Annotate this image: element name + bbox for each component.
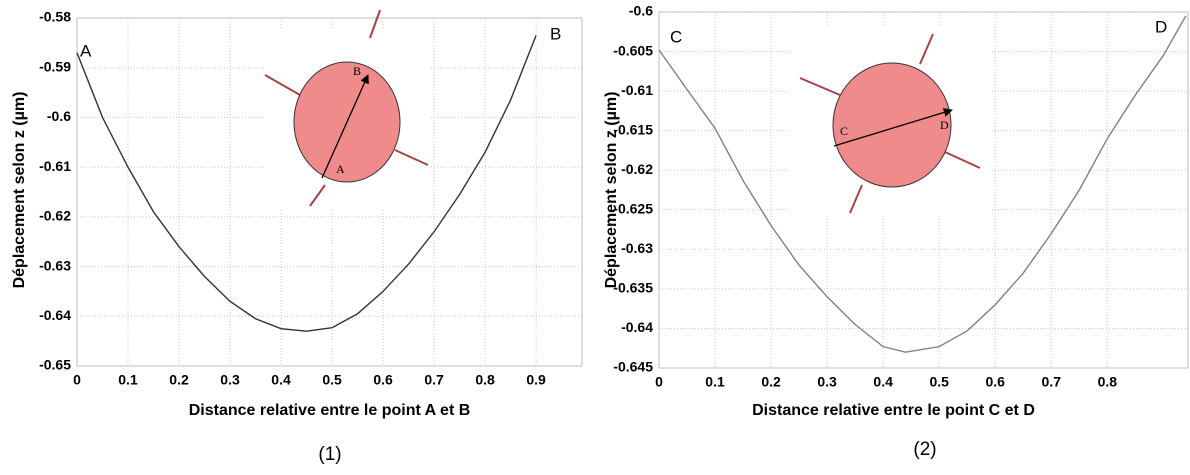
inset-arm — [309, 184, 326, 207]
point-label: C — [670, 27, 682, 46]
y-tick-label: -0.61 — [39, 158, 71, 174]
point-label: A — [80, 41, 92, 60]
data-line — [658, 15, 1187, 353]
inset-arm — [849, 184, 863, 214]
x-tick-label: 0.5 — [322, 372, 342, 388]
inset-arm — [369, 9, 381, 39]
y-tick-label: -0.6 — [47, 108, 71, 124]
x-tick-label: 0.2 — [169, 372, 189, 388]
x-tick-label: 0.3 — [220, 372, 240, 388]
y-tick-label: -0.61 — [621, 82, 653, 98]
x-tick-label: 0.8 — [1098, 374, 1118, 390]
x-tick-label: 0.6 — [985, 374, 1005, 390]
x-tick-label: 0.5 — [929, 374, 949, 390]
y-tick-label: -0.63 — [621, 240, 653, 256]
y-tick-label: -0.605 — [613, 42, 653, 58]
inset-arm — [394, 149, 429, 166]
point-label: D — [1155, 17, 1167, 36]
caption: (2) — [913, 439, 936, 460]
inset-label: C — [840, 124, 848, 138]
x-tick-label: 0.9 — [526, 372, 546, 388]
y-tick-label: -0.625 — [613, 200, 653, 216]
y-axis-label: Déplacement selon z (µm) — [11, 92, 28, 289]
x-tick-label: 0 — [73, 372, 81, 388]
y-tick-label: -0.58 — [39, 9, 71, 25]
inset-arrow — [321, 74, 369, 179]
inset-label: B — [353, 64, 361, 78]
x-tick-label: 0.1 — [705, 374, 725, 390]
point-label: B — [550, 24, 561, 43]
y-tick-label: -0.6 — [629, 3, 653, 19]
data-line — [76, 35, 537, 332]
inset-arm — [799, 77, 841, 96]
y-tick-label: -0.645 — [613, 359, 653, 375]
y-tick-label: -0.64 — [621, 319, 653, 335]
y-tick-label: -0.64 — [39, 307, 71, 323]
y-tick-label: -0.635 — [613, 280, 653, 296]
inset-label: A — [336, 162, 345, 176]
inset-disk — [832, 62, 952, 188]
inset-arm — [944, 151, 981, 169]
y-tick-label: -0.62 — [39, 208, 71, 224]
x-tick-label: 0 — [655, 374, 663, 390]
y-tick-label: -0.65 — [39, 357, 71, 373]
x-tick-label: 0.6 — [373, 372, 393, 388]
inset-arrow — [833, 108, 953, 147]
caption: (1) — [318, 444, 341, 465]
x-tick-label: 0.3 — [817, 374, 837, 390]
x-tick-label: 0.8 — [475, 372, 495, 388]
inset-arm — [919, 33, 934, 65]
x-tick-label: 0.4 — [271, 372, 291, 388]
x-tick-label: 0.1 — [118, 372, 138, 388]
inset-label: D — [940, 118, 949, 132]
y-tick-label: -0.615 — [613, 121, 653, 137]
x-axis-label: Distance relative entre le point A et B — [189, 402, 471, 419]
y-tick-label: -0.62 — [621, 161, 653, 177]
y-axis-label: Déplacement selon z (µm) — [603, 92, 620, 289]
x-tick-label: 0.4 — [873, 374, 893, 390]
x-tick-label: 0.7 — [1042, 374, 1062, 390]
y-tick-label: -0.63 — [39, 257, 71, 273]
x-tick-label: 0.2 — [761, 374, 781, 390]
x-tick-label: 0.7 — [424, 372, 444, 388]
x-axis-label: Distance relative entre le point C et D — [752, 402, 1035, 419]
y-tick-label: -0.59 — [39, 58, 71, 74]
inset-arm — [264, 74, 301, 96]
